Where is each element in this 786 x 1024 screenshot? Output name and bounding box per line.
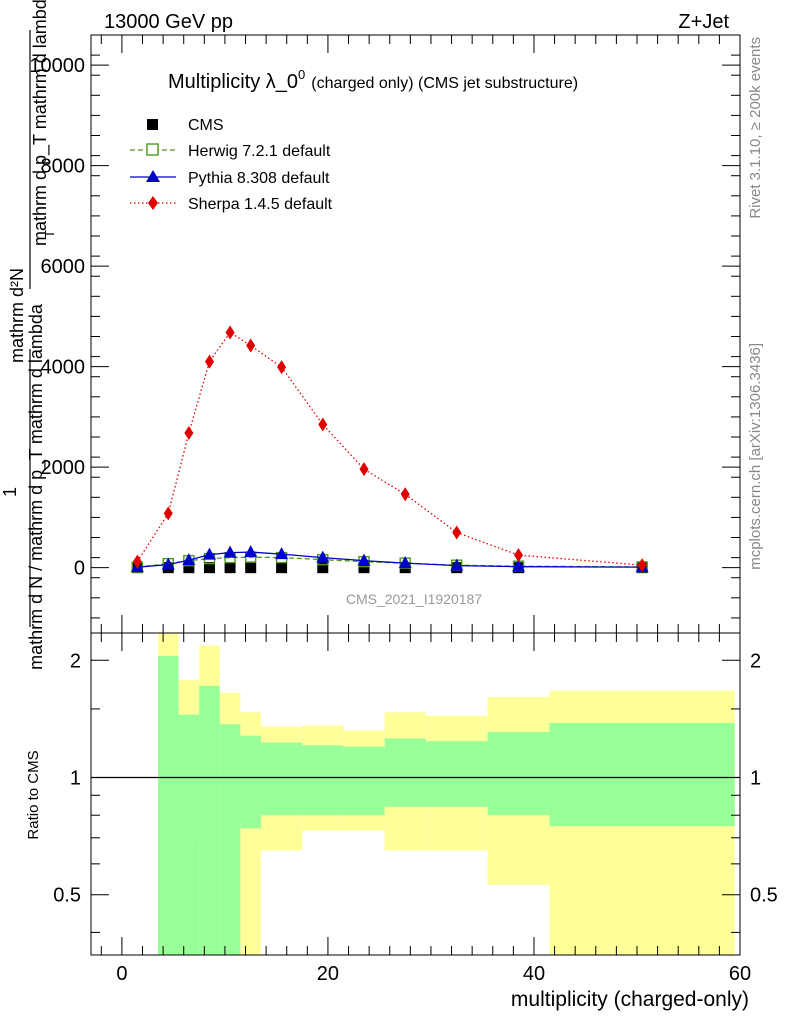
legend-herwig-marker: [146, 143, 159, 156]
series-pythia-point: [161, 557, 175, 570]
legend-sherpa-label: Sherpa 1.4.5 default: [188, 196, 333, 213]
series-sherpa-point: [359, 462, 369, 477]
main-title: Multiplicity λ_00 (charged only) (CMS jet…: [168, 67, 578, 93]
main-title-text: Multiplicity λ_0: [168, 71, 298, 93]
ratio-band-inner: [178, 714, 200, 955]
series-sherpa-point: [184, 425, 194, 440]
series-sherpa-point: [132, 554, 142, 569]
ratio-ticks: 0 20 40 60 0.5 0.5 1 1 2 2: [53, 633, 778, 985]
ratio-bands: [157, 633, 735, 955]
series-pythia: [130, 545, 649, 573]
series-sherpa-point: [204, 354, 214, 369]
ytick-label: 2000: [41, 457, 86, 479]
ytick-label: 8000: [41, 156, 86, 178]
ratio-band-inner: [384, 738, 426, 807]
series-sherpa-point: [225, 325, 235, 340]
ytick-label: 10000: [29, 55, 85, 77]
header-right-label: Z+Jet: [678, 11, 729, 33]
series-sherpa-point: [514, 548, 524, 563]
series-pythia-point: [223, 545, 237, 558]
ratio-ytick-label-right: 1: [750, 767, 761, 789]
legend-sherpa-marker: [148, 196, 158, 210]
main-ylabel-sub: T: [42, 230, 57, 238]
series-cms-point: [224, 562, 236, 574]
series-cms-point: [358, 562, 370, 574]
main-subtitle: (charged only) (CMS jet substructure): [311, 75, 578, 92]
ratio-ytick-label-left: 2: [70, 650, 81, 672]
series-sherpa-point: [637, 558, 647, 573]
ytick-label: 6000: [41, 256, 86, 278]
series-sherpa-line: [136, 331, 643, 566]
watermark-label: CMS_2021_I1920187: [346, 591, 482, 607]
ratio-band-inner: [487, 731, 550, 816]
series-sherpa-point: [400, 487, 410, 502]
header-left-label: 13000 GeV pp: [104, 11, 233, 33]
legend: CMS Herwig 7.2.1 default Pythia 8.308 de…: [130, 117, 333, 213]
series-sherpa: [132, 325, 647, 573]
legend-cms-label: CMS: [188, 117, 224, 134]
xtick-label: 20: [317, 963, 339, 985]
ratio-band-inner: [302, 745, 344, 816]
series-pythia-point: [398, 556, 412, 569]
main-ylabel-numerator: 1: [0, 487, 20, 497]
series-pythia-point: [512, 559, 526, 572]
ytick-label: 0: [74, 558, 85, 580]
ratio-ytick-label-right: 0.5: [750, 885, 778, 907]
ytick-label: 4000: [41, 357, 86, 379]
series-pythia-point: [275, 547, 289, 560]
series-pythia-point: [357, 553, 371, 566]
series-sherpa-point: [163, 506, 173, 521]
series-pythia-point: [182, 553, 196, 566]
xtick-label: 40: [523, 963, 545, 985]
main-title-sup: 0: [298, 67, 305, 82]
series-pythia-point: [244, 545, 258, 558]
ratio-ytick-label-left: 0.5: [53, 885, 81, 907]
series-sherpa-point: [277, 360, 287, 375]
ratio-ylabel: Ratio to CMS: [25, 750, 42, 839]
ratio-ytick-label-left: 1: [70, 767, 81, 789]
side-label-rivet: Rivet 3.1.10, ≥ 200k events: [747, 37, 764, 219]
series-cms-point: [276, 562, 288, 574]
ratio-plot: 0 20 40 60 0.5 0.5 1 1 2 2 Ratio to CMS multiplic…: [25, 632, 778, 1011]
legend-cms-marker: [147, 119, 158, 130]
ratio-frame: [90, 632, 741, 956]
series-cms-point: [183, 562, 195, 574]
ratio-ytick-label-right: 2: [750, 650, 761, 672]
main-ticks: 0 2000 4000 6000 8000 10000: [29, 35, 741, 633]
series-layer: [130, 325, 649, 574]
series-pythia-point: [316, 550, 330, 563]
ratio-band-inner: [425, 741, 488, 807]
ratio-band-inner: [157, 656, 179, 955]
series-pythia-point: [450, 558, 464, 571]
ratio-band-inner: [199, 685, 220, 955]
series-sherpa-point: [246, 338, 256, 353]
series-pythia-point: [202, 547, 216, 560]
xtick-label: 0: [116, 963, 127, 985]
series-sherpa-point: [318, 417, 328, 432]
series-cms-point: [245, 562, 257, 574]
xtick-label: 60: [729, 963, 751, 985]
series-sherpa-point: [452, 525, 462, 540]
ratio-band-inner: [343, 746, 385, 816]
main-ylabel: mathrm d²N mathrm d p_T mathrm d lambda …: [0, 0, 57, 670]
ratio-band-inner: [260, 742, 303, 816]
legend-pythia-marker: [146, 170, 160, 182]
main-ylabel-denominator: mathrm d N / mathrm d p_T mathrm d lambd…: [26, 303, 47, 670]
legend-herwig-label: Herwig 7.2.1 default: [188, 143, 331, 160]
ratio-band-inner: [240, 735, 261, 829]
main-ylabel-bottom: mathrm d p_T mathrm d lambda: [30, 0, 51, 246]
main-ylabel-top: mathrm d²N: [7, 268, 27, 363]
side-label-mcplots: mcplots.cern.ch [arXiv:1306.3436]: [747, 343, 764, 570]
legend-pythia-label: Pythia 8.308 default: [188, 170, 330, 187]
series-cms-point: [203, 562, 215, 574]
ratio-band-inner: [219, 724, 241, 955]
ratio-band-inner: [549, 723, 735, 827]
ratio-xlabel: multiplicity (charged-only): [511, 988, 749, 1011]
series-cms-point: [317, 562, 329, 574]
